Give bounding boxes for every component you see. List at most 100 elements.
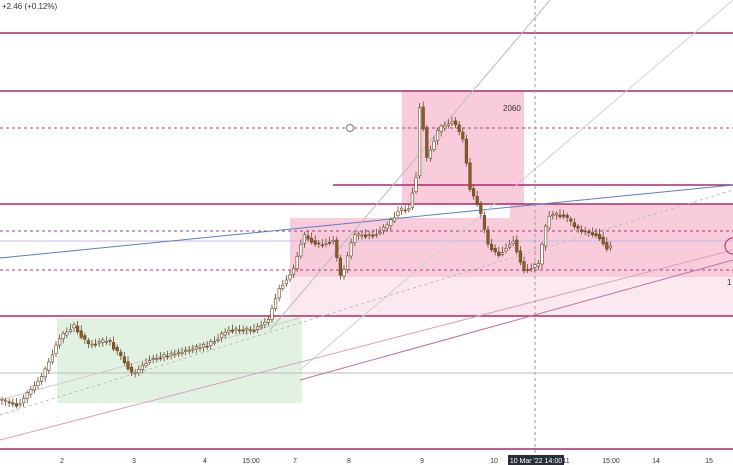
candle-body <box>299 243 303 257</box>
candle-body <box>335 239 339 258</box>
price-change: +2.46 (+0.12%) <box>2 2 57 11</box>
candle-body <box>248 329 253 331</box>
candle-body <box>345 255 350 270</box>
candle-body <box>565 215 569 218</box>
candle-body <box>291 268 296 275</box>
candle-body <box>342 269 346 277</box>
candle-body <box>507 244 512 248</box>
candle-body <box>407 208 411 211</box>
candle-body <box>277 288 281 299</box>
handle <box>346 124 354 132</box>
candle-body <box>302 234 307 244</box>
trendline <box>0 189 733 416</box>
candle-body <box>0 398 4 401</box>
candle-body <box>504 248 508 252</box>
candle-body <box>234 328 238 331</box>
trendline <box>299 259 733 381</box>
candle-body <box>475 196 479 205</box>
candle-body <box>162 354 166 358</box>
candle-body <box>180 352 184 354</box>
candle-body <box>212 341 217 344</box>
candles <box>0 101 612 409</box>
candle-body <box>367 233 371 236</box>
candle-body <box>374 234 379 236</box>
candle-body <box>525 269 530 272</box>
candle-body <box>306 235 310 240</box>
candle-body <box>47 361 51 371</box>
candle-body <box>270 308 274 320</box>
candle-body <box>576 225 580 229</box>
candle-body <box>216 338 220 341</box>
candle-body <box>547 215 551 229</box>
candle-body <box>554 213 558 216</box>
candle-body <box>428 149 433 159</box>
trendline <box>269 0 551 331</box>
candle-body <box>241 329 245 332</box>
candle-body <box>435 129 440 141</box>
candle-body <box>130 366 134 373</box>
candle-body <box>385 224 389 229</box>
pink-zone-low <box>290 277 733 316</box>
candle-body <box>259 325 263 328</box>
candle-body <box>263 322 267 325</box>
candle-body <box>209 341 213 346</box>
green-zone <box>57 318 302 403</box>
candle-body <box>191 348 195 351</box>
candle-body <box>533 264 537 268</box>
candle-body <box>119 351 123 357</box>
candle-body <box>158 357 163 360</box>
candle-body <box>414 177 418 192</box>
candle-body <box>471 188 476 197</box>
candle-body <box>583 230 587 233</box>
x-tick-label: 3 <box>132 458 136 465</box>
candle-body <box>543 225 548 247</box>
candle-body <box>184 350 188 352</box>
candle-body <box>457 124 461 133</box>
candle-body <box>144 363 148 367</box>
candle-body <box>425 127 429 158</box>
candle-body <box>608 245 612 249</box>
candle-body <box>371 234 375 237</box>
x-tick-label: 14 <box>652 458 660 465</box>
candle-body <box>597 234 602 240</box>
candle-body <box>7 401 11 404</box>
candle-body <box>104 341 108 343</box>
candle-body <box>29 389 33 395</box>
candle-body <box>57 338 62 346</box>
candle-body <box>540 243 544 265</box>
candle-body <box>396 211 400 216</box>
candle-body <box>317 242 321 245</box>
x-tick-label: 4 <box>203 458 207 465</box>
x-tick-label: 9 <box>420 458 424 465</box>
candle-body <box>90 343 94 346</box>
x-tick-label: 11 <box>562 458 569 465</box>
candle-body <box>68 329 72 332</box>
candle-body <box>255 326 260 330</box>
candle-body <box>446 123 451 126</box>
candle-body <box>590 232 594 236</box>
cursor-label: 10 Mar '22 14:00 <box>510 458 562 465</box>
candle-body <box>443 125 447 129</box>
candle-body <box>353 234 357 243</box>
candle-body <box>536 263 540 267</box>
candle-body <box>417 107 422 177</box>
candle-body <box>273 298 278 309</box>
candle-body <box>112 342 116 350</box>
x-tick-label: 15:00 <box>242 458 260 465</box>
level-label: 2060 <box>503 104 521 113</box>
candle-body <box>94 343 98 346</box>
candle-body <box>151 358 155 360</box>
candle-body <box>101 339 105 343</box>
candle-body <box>482 215 487 230</box>
candle-body <box>14 403 18 407</box>
candle-body <box>579 229 584 232</box>
candle-body <box>245 328 249 331</box>
candle-body <box>497 251 501 256</box>
candle-body <box>230 329 235 332</box>
candle-body <box>349 242 353 257</box>
candle-body <box>399 207 404 211</box>
candle-body <box>569 218 573 222</box>
candle-body <box>587 231 591 234</box>
